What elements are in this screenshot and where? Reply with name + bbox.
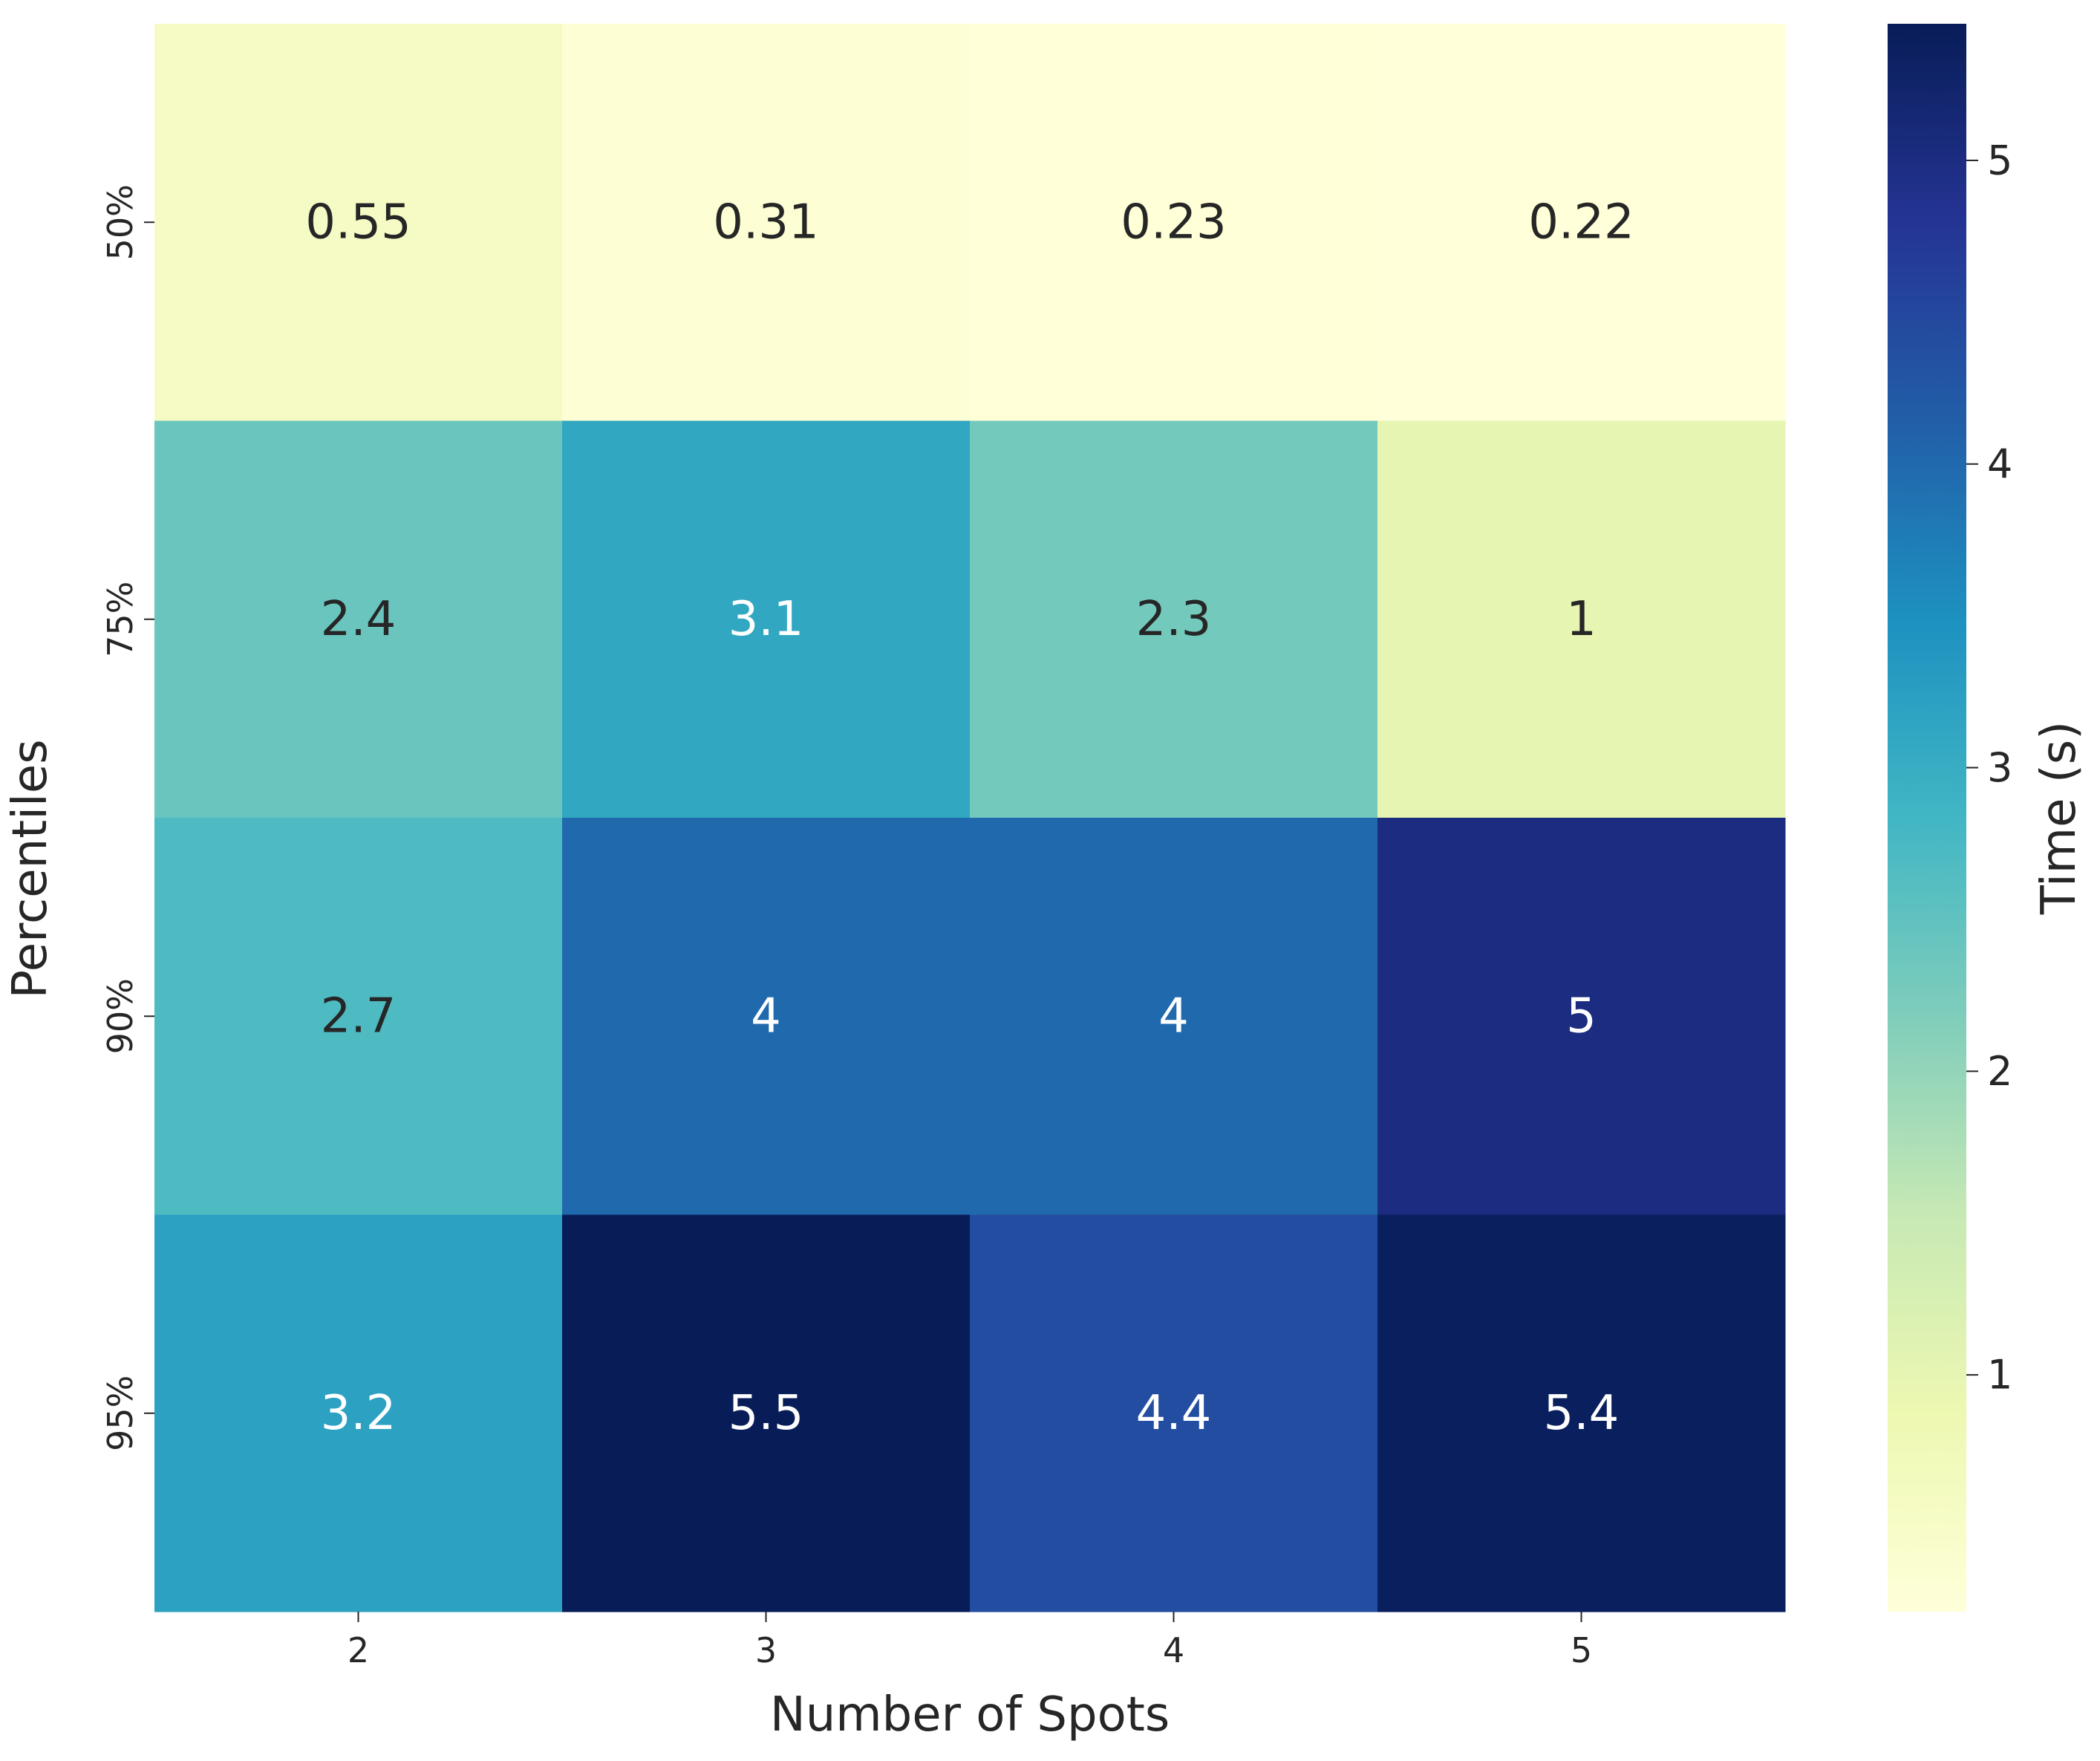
cell-value-label: 2.3	[1136, 592, 1212, 647]
cell-value-label: 3.2	[321, 1386, 397, 1441]
cell-value-label: 5.4	[1544, 1386, 1620, 1441]
heatmap-cell	[1377, 420, 1786, 818]
cell-value-label: 5.5	[728, 1386, 804, 1441]
cell-value-label: 2.7	[321, 989, 397, 1044]
cell-value-label: 0.23	[1121, 195, 1227, 250]
heatmap-cell	[1377, 1214, 1786, 1612]
heatmap-cell	[154, 24, 563, 421]
heatmap-cell	[1377, 24, 1786, 421]
cell-value-label: 0.31	[713, 195, 819, 250]
cell-value-label: 4	[1158, 989, 1189, 1044]
colorbar: 1 2 3 4 5 Time (s)	[1888, 24, 2087, 1612]
heatmap-cell	[562, 420, 971, 818]
colorbar-tick-label: 1	[1987, 1352, 2012, 1399]
heatmap-cell	[970, 420, 1378, 818]
heatmap-cell	[154, 420, 563, 818]
colorbar-label: Time (s)	[2032, 721, 2087, 915]
cell-value-label: 3.1	[728, 592, 804, 647]
cell-value-label: 4.4	[1136, 1386, 1212, 1441]
x-tick-label: 4	[1163, 1630, 1184, 1670]
colorbar-tick-label: 3	[1987, 744, 2012, 791]
heatmap-cell	[562, 1214, 971, 1612]
y-tick-label: 75%	[100, 582, 140, 657]
x-tick-label: 2	[348, 1630, 369, 1670]
heatmap-cell	[154, 1214, 563, 1612]
heatmap-cell	[970, 818, 1378, 1215]
heatmap-cell	[562, 24, 971, 421]
x-tick-label: 3	[755, 1630, 777, 1670]
heatmap-cell	[970, 24, 1378, 421]
y-tick-label: 95%	[100, 1376, 140, 1451]
y-tick-label: 50%	[100, 184, 140, 260]
heatmap-cell	[562, 818, 971, 1215]
x-tick-label: 5	[1571, 1630, 1592, 1670]
x-axis-title: Number of Spots	[770, 1687, 1170, 1742]
colorbar-tick-label: 2	[1987, 1048, 2012, 1095]
heatmap-cell	[154, 818, 563, 1215]
heatmap-cells: 0.55 0.31 0.23 0.22 2.4 3.1 2.3 1 2.7 4 4 5 3.2 5.5 4.…	[154, 24, 1786, 1612]
y-tick-label: 90%	[100, 978, 140, 1054]
cell-value-label: 0.55	[305, 195, 411, 250]
y-axis-ticks: 50% 75% 90% 95%	[100, 184, 154, 1451]
colorbar-tick-label: 4	[1987, 440, 2012, 487]
y-axis-title: Percentiles	[3, 739, 58, 998]
colorbar-gradient	[1888, 24, 1966, 1612]
colorbar-ticks: 1 2 3 4 5	[1966, 137, 2012, 1399]
cell-value-label: 5	[1566, 989, 1597, 1044]
cell-value-label: 2.4	[321, 592, 397, 647]
colorbar-tick-label: 5	[1987, 137, 2012, 183]
x-axis-ticks: 2 3 4 5	[348, 1612, 1592, 1670]
cell-value-label: 1	[1566, 592, 1597, 647]
heatmap-cell	[1377, 818, 1786, 1215]
cell-value-label: 0.22	[1528, 195, 1634, 250]
cell-value-label: 4	[751, 989, 781, 1044]
heatmap-cell	[970, 1214, 1378, 1612]
